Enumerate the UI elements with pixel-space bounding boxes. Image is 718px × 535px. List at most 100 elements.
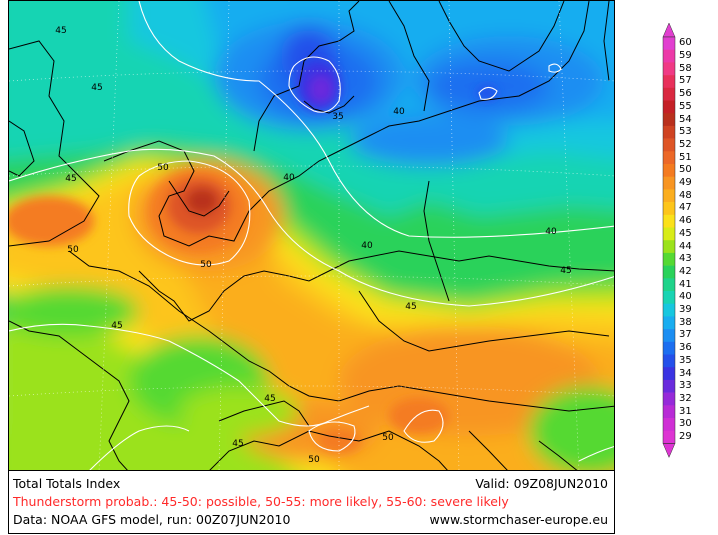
legend-swatch	[663, 329, 675, 343]
legend-swatch	[663, 240, 675, 254]
contour-label: 40	[361, 241, 373, 251]
legend-swatch	[663, 214, 675, 228]
legend-label: 39	[679, 304, 692, 316]
legend-swatch	[663, 430, 675, 444]
legend-label: 45	[679, 227, 692, 239]
contour-label: 45	[264, 394, 275, 404]
legend-label: 33	[679, 380, 692, 392]
legend-swatch	[663, 176, 675, 190]
legend-label: 54	[679, 113, 692, 125]
contour-label: 50	[200, 260, 212, 270]
legend-swatch	[663, 75, 675, 89]
map-caption: Total Totals Index Valid: 09Z08JUN2010 T…	[8, 471, 615, 534]
legend-swatch	[663, 354, 675, 368]
legend-swatch	[663, 367, 675, 381]
field-shading	[9, 1, 614, 470]
data-source: Data: NOAA GFS model, run: 00Z07JUN2010	[13, 512, 291, 527]
legend-label: 48	[679, 189, 692, 201]
legend-label: 35	[679, 354, 692, 366]
legend-label: 40	[679, 291, 692, 303]
contour-label: 50	[308, 455, 320, 465]
legend-label: 60	[679, 37, 692, 49]
legend-swatch	[663, 341, 675, 355]
legend-swatch	[663, 62, 675, 76]
legend-label: 30	[679, 418, 692, 430]
legend-swatch	[663, 113, 675, 127]
legend-label: 36	[679, 342, 692, 354]
legend-label: 29	[679, 431, 692, 443]
contour-lines	[9, 1, 614, 470]
legend-swatch	[663, 392, 675, 406]
contour-label: 40	[545, 227, 557, 237]
legend-swatch	[663, 87, 675, 101]
contour-label: 40	[393, 107, 405, 117]
legend-swatch	[663, 189, 675, 203]
legend-label: 50	[679, 164, 692, 176]
legend-swatch	[663, 418, 675, 431]
contour-label: 50	[157, 163, 169, 173]
legend-outline	[662, 36, 676, 444]
chart-title: Total Totals Index	[13, 476, 121, 491]
legend-label: 55	[679, 100, 692, 112]
contour-label: 45	[232, 439, 243, 449]
legend-label: 52	[679, 138, 692, 150]
contour-label: 50	[67, 245, 79, 255]
probability-note: Thunderstorm probab.: 45-50: possible, 5…	[13, 494, 509, 509]
contour-label: 45	[405, 302, 416, 312]
legend-label: 51	[679, 151, 692, 163]
legend-swatch	[663, 265, 675, 279]
legend-swatch	[663, 278, 675, 292]
legend-swatch	[663, 227, 675, 241]
legend-swatch	[663, 138, 675, 152]
coastlines	[9, 1, 614, 470]
legend-swatch	[663, 164, 675, 177]
legend-label: 46	[679, 215, 692, 227]
website-credit: www.stormchaser-europe.eu	[429, 512, 609, 527]
contour-labels: 45 45 45 45 45 45 45 50 50 50 50 50 40 4…	[55, 26, 571, 465]
color-legend: 60 59 58 57 56 55 54 53 52 51 50 49 48 47 46 45 44 43 42 41…	[617, 0, 717, 535]
contour-label: 45	[111, 321, 122, 331]
contour-label: 45	[560, 266, 571, 276]
legend-swatch	[663, 316, 675, 330]
legend-label: 59	[679, 50, 692, 62]
legend-swatch	[663, 202, 675, 216]
legend-swatch	[663, 291, 675, 304]
legend-swatch	[663, 37, 675, 50]
legend-label: 49	[679, 177, 692, 189]
contour-label: 35	[332, 112, 343, 122]
legend-swatch	[663, 49, 675, 63]
contour-label: 40	[283, 173, 295, 183]
legend-label: 37	[679, 329, 692, 341]
legend-label: 44	[679, 240, 692, 252]
legend-arrow-top	[662, 22, 676, 38]
legend-label: 57	[679, 75, 692, 87]
legend-swatch	[663, 303, 675, 317]
legend-label: 53	[679, 126, 692, 138]
legend-label: 43	[679, 253, 692, 265]
legend-label: 42	[679, 265, 692, 277]
graticule	[9, 1, 614, 470]
legend-label: 47	[679, 202, 692, 214]
legend-label: 31	[679, 405, 692, 417]
legend-label: 58	[679, 62, 692, 74]
legend-swatch	[663, 379, 675, 393]
legend-swatch	[663, 125, 675, 139]
legend-label: 56	[679, 88, 692, 100]
legend-swatch	[663, 405, 675, 419]
legend-label: 32	[679, 392, 692, 404]
contour-label: 45	[55, 26, 66, 36]
contour-label: 45	[91, 83, 102, 93]
legend-swatch	[663, 151, 675, 165]
legend-arrow-bottom	[662, 443, 676, 459]
legend-label: 34	[679, 367, 692, 379]
legend-swatch	[663, 100, 675, 114]
contour-label: 50	[382, 433, 394, 443]
valid-time: Valid: 09Z08JUN2010	[475, 476, 608, 491]
weather-map: 45 45 45 45 45 45 45 50 50 50 50 50 40 4…	[9, 1, 614, 470]
legend-label: 41	[679, 278, 692, 290]
legend-label: 38	[679, 316, 692, 328]
legend-colorbar	[662, 22, 676, 459]
contour-label: 45	[65, 174, 76, 184]
legend-swatch	[663, 252, 675, 266]
